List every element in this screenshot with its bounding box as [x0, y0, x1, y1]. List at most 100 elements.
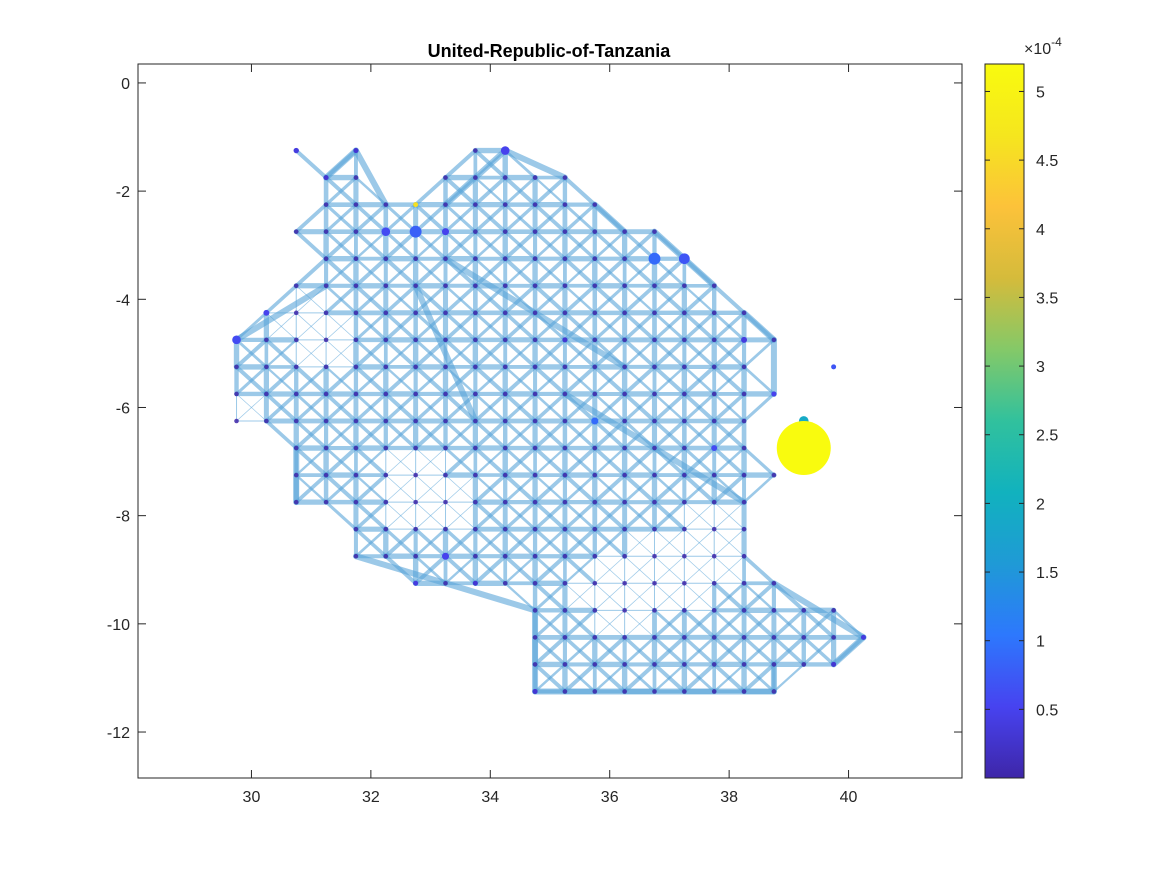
colorbar-tick-label: 5 [1036, 84, 1045, 101]
y-tick-label: -4 [116, 292, 130, 309]
data-point [648, 252, 661, 265]
network-edge [444, 284, 477, 315]
network-node [562, 256, 568, 262]
network-node [383, 418, 389, 424]
network-edge [594, 609, 625, 638]
network-edge [294, 148, 329, 180]
network-edge [712, 419, 746, 450]
network-edge [474, 257, 507, 288]
network-node [502, 310, 508, 316]
network-node [652, 364, 657, 370]
network-node [711, 283, 717, 289]
network-edge [713, 501, 745, 530]
network-node [592, 553, 598, 559]
network-node [652, 608, 657, 613]
network-node [741, 364, 747, 370]
network-edge [354, 257, 388, 288]
y-tick-label: -6 [116, 400, 130, 417]
network-edge [683, 555, 715, 584]
network-node [413, 526, 418, 532]
network-edge [682, 419, 716, 450]
network-edge [622, 391, 657, 423]
network-edge [563, 419, 597, 450]
network-edge [742, 608, 776, 640]
network-edge [533, 283, 567, 315]
network-edge [294, 229, 328, 261]
network-edge [683, 582, 715, 611]
colorbar-tick-label: 2 [1036, 496, 1045, 513]
x-tick-label: 40 [840, 789, 858, 806]
network-node [443, 391, 448, 397]
network-node [293, 337, 299, 343]
network-edge [682, 662, 716, 693]
network-edge [533, 608, 567, 639]
network-node [711, 553, 717, 559]
network-edge [682, 391, 717, 423]
network-node [562, 662, 568, 667]
network-node [502, 229, 508, 234]
network-node [473, 472, 478, 478]
network-edge [622, 310, 657, 342]
network-node [682, 283, 687, 289]
network-node [323, 499, 329, 505]
data-point [441, 552, 450, 560]
network-edge [622, 256, 657, 288]
network-node [741, 526, 747, 532]
network-node [532, 445, 538, 451]
network-node [502, 256, 508, 262]
network-node [473, 499, 478, 505]
network-node [532, 175, 538, 180]
network-edge [503, 365, 537, 396]
network-node [622, 418, 627, 424]
network-node [413, 364, 418, 370]
network-edge [413, 364, 448, 396]
network-node [473, 256, 478, 262]
data-point [678, 253, 690, 265]
network-edge [653, 608, 686, 639]
network-edge [652, 338, 687, 369]
network-edge [325, 339, 357, 368]
network-node [622, 283, 627, 289]
network-node [443, 580, 448, 586]
network-node [532, 256, 538, 262]
network-node [383, 553, 389, 559]
network-node [532, 526, 538, 532]
network-node [622, 472, 627, 478]
network-node [293, 472, 299, 478]
network-node [592, 608, 598, 613]
network-node [711, 689, 717, 694]
network-edge [415, 447, 446, 476]
network-node [711, 499, 717, 505]
network-node [532, 418, 538, 424]
network-node [413, 256, 418, 262]
network-edge [474, 392, 507, 423]
network-edge [682, 635, 716, 667]
network-node [741, 662, 747, 667]
network-node [592, 391, 598, 397]
network-edge [235, 338, 268, 369]
network-node [622, 445, 627, 451]
network-node [741, 689, 747, 694]
y-tick-label: 0 [121, 76, 130, 93]
network-edge [683, 501, 715, 530]
network-edge [623, 365, 656, 396]
colorbar-exponent: ×10-4 [1024, 35, 1062, 58]
network-node [622, 689, 627, 694]
network-node [592, 662, 598, 667]
network-node [532, 472, 538, 478]
network-node [711, 310, 717, 316]
network-node [771, 608, 777, 613]
network-edge [533, 257, 567, 288]
network-edge [592, 662, 627, 694]
data-point [500, 146, 510, 155]
network-edge [742, 446, 776, 477]
network-node [323, 202, 329, 207]
network-edge [264, 419, 299, 450]
network-node [592, 202, 598, 207]
network-edge [324, 203, 358, 234]
network-node [562, 391, 568, 397]
network-node [771, 580, 777, 586]
x-tick-label: 38 [720, 789, 738, 806]
network-edge [383, 256, 418, 288]
network-node [383, 526, 389, 532]
